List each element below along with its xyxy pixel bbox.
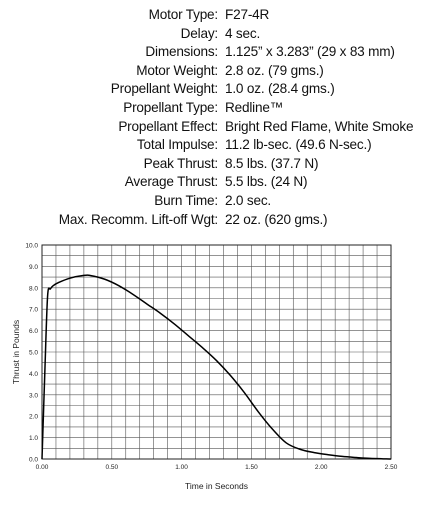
spec-value: 4 sec. [225, 25, 260, 44]
spec-value: 1.125” x 3.283” (29 x 83 mm) [225, 43, 395, 62]
y-tick-label: 4.0 [29, 371, 38, 378]
y-tick-label: 3.0 [29, 392, 38, 399]
x-axis-label: Time in Seconds [185, 481, 248, 491]
spec-value: 5.5 lbs. (24 N) [225, 173, 307, 192]
y-tick-label: 9.0 [29, 264, 38, 271]
thrust-curve-svg: 0.0 1.0 2.0 3.0 4.0 5.0 6.0 7.0 8.0 9.0 10.0 0.00 0.… [0, 232, 426, 500]
spec-label: Burn Time: [154, 192, 218, 211]
thrust-curve-chart: 0.0 1.0 2.0 3.0 4.0 5.0 6.0 7.0 8.0 9.0 10.0 0.00 0.… [0, 232, 426, 500]
spec-label: Motor Type: [149, 6, 218, 25]
y-tick-label: 6.0 [29, 328, 38, 335]
y-tick-label: 2.0 [29, 414, 38, 421]
spec-label: Motor Weight: [136, 62, 218, 81]
spec-label: Delay: [181, 25, 218, 44]
spec-row: Burn Time: 2.0 sec. [0, 192, 426, 211]
spec-value: 2.8 oz. (79 gms.) [225, 62, 324, 81]
spec-label: Dimensions: [145, 43, 218, 62]
spec-value: 11.2 lb-sec. (49.6 N-sec.) [225, 136, 371, 155]
spec-row: Total Impulse: 11.2 lb-sec. (49.6 N-sec.) [0, 136, 426, 155]
y-tick-label: 0.0 [29, 457, 38, 464]
spec-row: Motor Weight: 2.8 oz. (79 gms.) [0, 62, 426, 81]
y-tick-label: 1.0 [29, 435, 38, 442]
spec-label: Average Thrust: [125, 173, 218, 192]
spec-row: Average Thrust: 5.5 lbs. (24 N) [0, 173, 426, 192]
spec-row: Dimensions: 1.125” x 3.283” (29 x 83 mm) [0, 43, 426, 62]
spec-value: F27-4R [225, 6, 269, 25]
x-tick-label: 0.00 [36, 464, 49, 471]
spec-value: Redline™ [225, 99, 283, 118]
spec-label: Propellant Effect: [118, 118, 218, 137]
x-tick-label: 2.50 [385, 464, 398, 471]
x-tick-label: 1.00 [175, 464, 188, 471]
spec-value: 22 oz. (620 gms.) [225, 211, 327, 230]
spec-value: Bright Red Flame, White Smoke [225, 118, 413, 137]
spec-row: Propellant Effect: Bright Red Flame, Whit… [0, 118, 426, 137]
spec-row: Propellant Type: Redline™ [0, 99, 426, 118]
x-tick-label: 2.00 [315, 464, 328, 471]
spec-value: 8.5 lbs. (37.7 N) [225, 155, 318, 174]
y-tick-label: 10.0 [25, 243, 38, 250]
spec-label: Propellant Weight: [111, 80, 218, 99]
y-axis-label: Thrust in Pounds [11, 320, 21, 384]
spec-row: Delay: 4 sec. [0, 25, 426, 44]
y-tick-label: 5.0 [29, 350, 38, 357]
spec-row: Peak Thrust: 8.5 lbs. (37.7 N) [0, 155, 426, 174]
x-tick-label: 0.50 [105, 464, 118, 471]
spec-label: Total Impulse: [137, 136, 218, 155]
spec-value: 1.0 oz. (28.4 gms.) [225, 80, 335, 99]
y-tick-label: 7.0 [29, 307, 38, 314]
spec-row: Max. Recomm. Lift-off Wgt: 22 oz. (620 gm… [0, 211, 426, 230]
spec-value: 2.0 sec. [225, 192, 271, 211]
x-tick-label: 1.50 [245, 464, 258, 471]
y-tick-label: 8.0 [29, 285, 38, 292]
spec-row: Motor Type: F27-4R [0, 6, 426, 25]
spec-label: Peak Thrust: [144, 155, 218, 174]
spec-label: Max. Recomm. Lift-off Wgt: [59, 211, 218, 230]
spec-label: Propellant Type: [123, 99, 218, 118]
spec-row: Propellant Weight: 1.0 oz. (28.4 gms.) [0, 80, 426, 99]
